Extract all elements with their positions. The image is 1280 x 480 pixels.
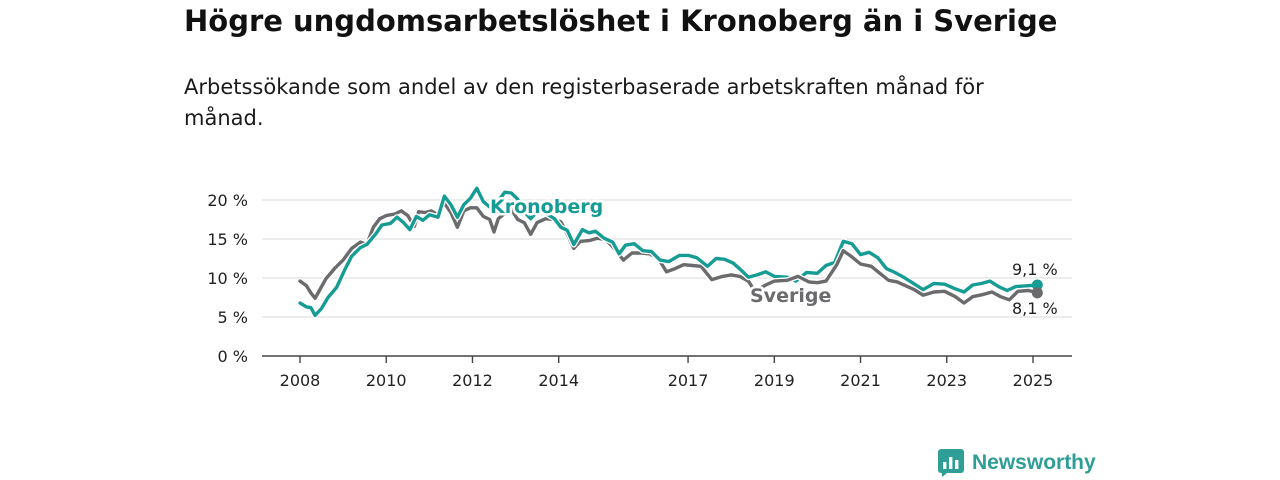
chart-title: Högre ungdomsarbetslöshet i Kronoberg än… [184, 4, 1058, 38]
series-label-sverige: Sverige [750, 285, 831, 307]
x-tick-label: 2012 [452, 371, 493, 390]
series-lines [297, 185, 1041, 319]
gridlines [262, 199, 1072, 357]
series-line-kronoberg [298, 186, 1039, 318]
x-tick-label: 2008 [280, 371, 321, 390]
brand-logo: Newsworthy [938, 448, 1096, 478]
end-value-kronoberg: 9,1 % [1012, 260, 1058, 279]
y-tick-label: 5 % [218, 308, 248, 327]
chart-subtitle: Arbetssökande som andel av den registerb… [184, 75, 984, 130]
x-axis-ticks: 2008 2010 2012 2014 2017 2019 2021 2023 2025 [280, 356, 1054, 390]
series-line-sverige [298, 201, 757, 300]
x-tick-label: 2014 [538, 371, 579, 390]
y-axis-ticks: 0 % 5 % 10 % 15 % 20 % [207, 191, 248, 366]
end-point-kronoberg [1031, 279, 1043, 291]
x-tick-label: 2023 [926, 371, 967, 390]
x-tick-label: 2010 [366, 371, 407, 390]
y-tick-label: 15 % [207, 230, 248, 249]
y-tick-label: 10 % [207, 269, 248, 288]
series-label-kronoberg: Kronoberg [490, 196, 603, 218]
series-line-sverige-recent [753, 249, 1039, 305]
y-tick-label: 0 % [218, 347, 248, 366]
end-point-sverige [1031, 287, 1043, 299]
x-tick-label: 2025 [1013, 371, 1054, 390]
y-tick-label: 20 % [207, 191, 248, 210]
newsworthy-logo-icon [938, 449, 964, 477]
brand-name: Newsworthy [972, 451, 1096, 474]
x-tick-label: 2021 [840, 371, 881, 390]
end-value-sverige: 8,1 % [1012, 299, 1058, 318]
x-tick-label: 2019 [754, 371, 795, 390]
x-tick-label: 2017 [668, 371, 709, 390]
